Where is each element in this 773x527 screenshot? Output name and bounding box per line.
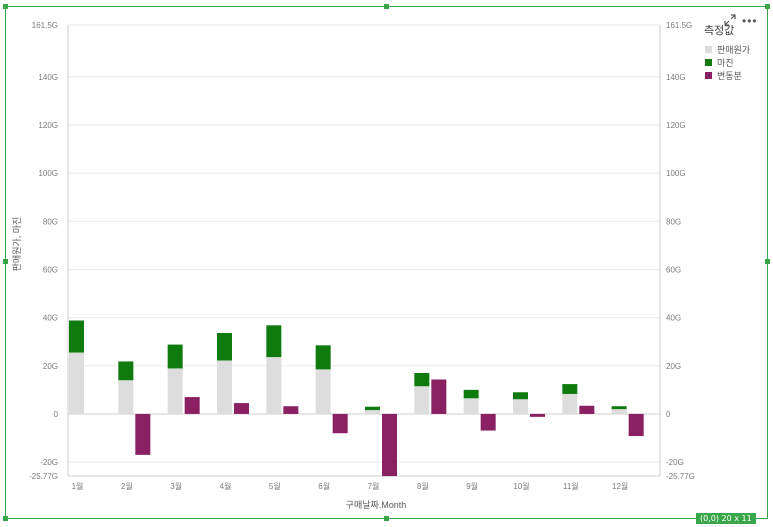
- size-badge-label: (0,0) 20 x 11: [700, 514, 752, 523]
- resize-handle-right[interactable]: [765, 259, 770, 264]
- bar-variance[interactable]: [628, 413, 644, 437]
- bar-cost[interactable]: [118, 380, 134, 414]
- bar-cost[interactable]: [611, 409, 627, 414]
- x-tick-label: 12월: [612, 481, 628, 491]
- legend-item-label[interactable]: 변동분: [717, 71, 742, 81]
- y-tick-label-right: -20G: [666, 458, 684, 467]
- legend-title: 측정값: [704, 24, 734, 37]
- bar-margin[interactable]: [315, 345, 331, 370]
- bar-margin[interactable]: [611, 406, 627, 410]
- bar-variance[interactable]: [382, 413, 397, 477]
- legend-swatch[interactable]: [705, 59, 712, 66]
- x-tick-label: 6월: [318, 481, 330, 491]
- legend-item-label[interactable]: 판매원가: [717, 45, 750, 55]
- x-tick-label: 8월: [417, 481, 429, 491]
- gridlines: [67, 24, 661, 477]
- more-options-button[interactable]: •••: [742, 14, 758, 28]
- bar-cost[interactable]: [414, 386, 430, 414]
- bar-cost[interactable]: [69, 352, 84, 414]
- y-tick-label-left: 100G: [38, 169, 58, 178]
- bar-variance[interactable]: [530, 413, 545, 417]
- x-tick-label: 3월: [170, 481, 182, 491]
- bar-variance[interactable]: [431, 379, 447, 414]
- bar-cost[interactable]: [365, 410, 380, 414]
- bar-variance[interactable]: [135, 413, 151, 455]
- expand-icon[interactable]: [724, 13, 736, 31]
- y-tick-label-right: 80G: [666, 217, 681, 226]
- bar-margin[interactable]: [118, 361, 134, 381]
- more-options-label: •••: [742, 14, 758, 28]
- y-tick-label-right: -25.77G: [666, 472, 695, 481]
- y-tick-label-left: 0: [54, 410, 59, 419]
- bar-margin[interactable]: [365, 406, 380, 411]
- y-tick-label-right: 140G: [666, 73, 686, 82]
- y-tick-label-right: 100G: [666, 169, 686, 178]
- tick-labels: 161.5G 161.5G 140G 140G 120G 120G 100G 100G 80G 8…: [29, 21, 695, 491]
- x-tick-label: 5월: [269, 481, 281, 491]
- bar-variance[interactable]: [283, 406, 299, 414]
- legend-item-label[interactable]: 마진: [717, 58, 734, 68]
- y-tick-label-left: 140G: [38, 73, 58, 82]
- bar-margin[interactable]: [266, 325, 282, 358]
- bar-margin[interactable]: [217, 333, 232, 361]
- y-axis-title: 판매원가, 마진: [12, 217, 22, 272]
- x-tick-label: 11월: [563, 481, 579, 491]
- x-tick-label: 9월: [466, 481, 478, 491]
- y-tick-label-left: 80G: [43, 217, 58, 226]
- y-tick-label-left: 60G: [43, 265, 58, 274]
- bar-cost[interactable]: [217, 360, 232, 414]
- y-tick-label-left: -20G: [40, 458, 58, 467]
- resize-handle-bottom[interactable]: [384, 516, 389, 521]
- bar-margin[interactable]: [414, 372, 430, 387]
- bar-cost[interactable]: [562, 393, 578, 414]
- y-tick-label-right: 20G: [666, 362, 681, 371]
- bar-margin[interactable]: [463, 389, 479, 399]
- bar-variance[interactable]: [234, 403, 249, 414]
- resize-handle-top-left[interactable]: [3, 4, 8, 9]
- y-tick-label-right: 0: [666, 410, 671, 419]
- resize-handle-left[interactable]: [3, 259, 8, 264]
- bar-variance[interactable]: [480, 413, 496, 431]
- y-tick-label-right: 161.5G: [666, 21, 692, 30]
- bar-cost[interactable]: [513, 399, 528, 414]
- y-tick-label-left: 161.5G: [32, 21, 58, 30]
- bar-margin[interactable]: [69, 320, 84, 353]
- y-tick-label-left: -25.77G: [29, 472, 58, 481]
- bar-variance[interactable]: [579, 405, 595, 414]
- y-tick-label-left: 120G: [38, 121, 58, 130]
- bar-cost[interactable]: [266, 357, 282, 414]
- legend-swatch[interactable]: [705, 46, 712, 53]
- x-tick-label: 7월: [368, 481, 380, 491]
- x-tick-label: 10월: [513, 481, 529, 491]
- bar-variance[interactable]: [184, 397, 200, 414]
- y-tick-label-right: 120G: [666, 121, 686, 130]
- x-tick-label: 2월: [121, 481, 133, 491]
- bar-cost[interactable]: [167, 368, 183, 414]
- resize-handle-bottom-left[interactable]: [3, 516, 8, 521]
- size-badge: (0,0) 20 x 11: [696, 513, 756, 524]
- bar-margin[interactable]: [167, 344, 183, 369]
- resize-handle-top[interactable]: [384, 4, 389, 9]
- bar-cost[interactable]: [463, 398, 479, 414]
- bar-margin[interactable]: [562, 384, 578, 394]
- y-tick-label-left: 20G: [43, 362, 58, 371]
- resize-handle-top-right[interactable]: [765, 4, 770, 9]
- y-tick-label-right: 60G: [666, 265, 681, 274]
- bar-cost[interactable]: [315, 369, 331, 414]
- bar-margin[interactable]: [513, 392, 528, 400]
- bar-variance[interactable]: [332, 413, 348, 434]
- x-tick-label: 1월: [72, 481, 84, 491]
- bars: [69, 320, 644, 477]
- y-tick-label-left: 40G: [43, 314, 58, 323]
- x-axis-title: 구매날짜.Month: [346, 500, 407, 510]
- y-tick-label-right: 40G: [666, 314, 681, 323]
- legend-swatch[interactable]: [705, 72, 712, 79]
- x-tick-label: 4월: [220, 481, 232, 491]
